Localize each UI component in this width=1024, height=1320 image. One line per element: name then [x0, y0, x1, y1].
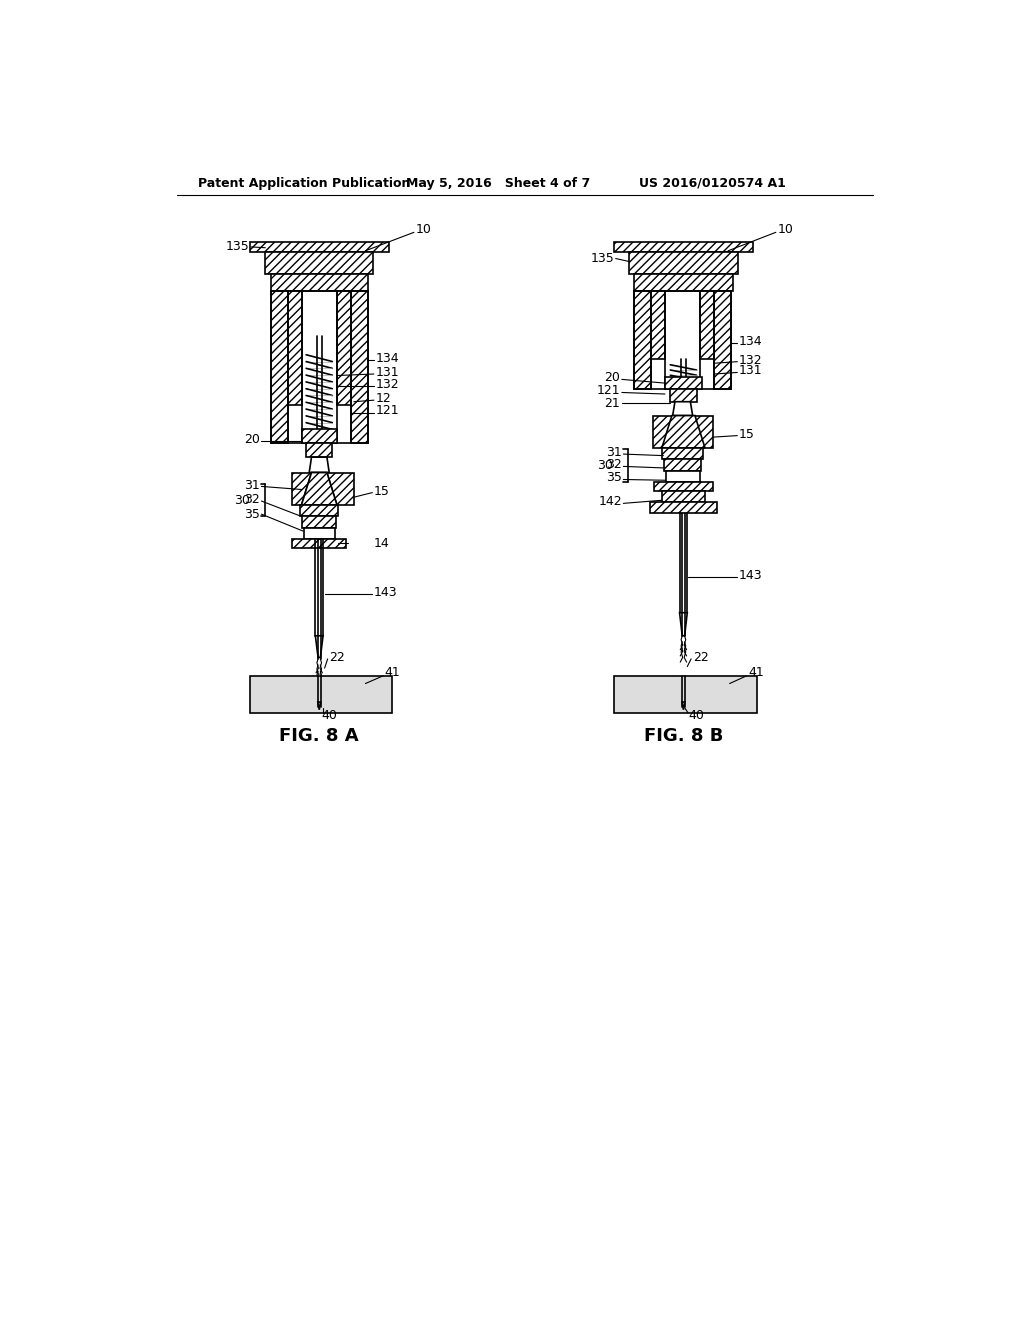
Bar	[351, 290, 368, 444]
Bar	[652, 416, 713, 447]
Text: 142: 142	[598, 495, 622, 508]
Text: 32: 32	[244, 492, 260, 506]
Text: 40: 40	[689, 709, 705, 722]
Polygon shape	[662, 416, 705, 447]
Text: 121: 121	[376, 404, 399, 417]
Text: 15: 15	[374, 484, 390, 498]
Bar	[270, 275, 368, 290]
Bar	[288, 290, 301, 405]
Bar	[265, 252, 373, 275]
Text: 31: 31	[244, 479, 260, 492]
Bar	[634, 290, 651, 389]
Bar	[292, 473, 354, 506]
Bar	[614, 676, 757, 713]
Text: 31: 31	[606, 446, 622, 459]
Text: 15: 15	[739, 428, 755, 441]
Bar	[634, 275, 733, 290]
Text: 143: 143	[374, 586, 397, 599]
Bar	[614, 242, 753, 252]
Bar	[651, 290, 665, 359]
Polygon shape	[315, 636, 323, 657]
Text: 14: 14	[374, 537, 389, 550]
Text: 10: 10	[777, 223, 794, 236]
Text: 132: 132	[376, 379, 399, 391]
Bar	[665, 459, 701, 471]
Text: 21: 21	[604, 397, 621, 409]
Bar	[650, 502, 717, 512]
Text: FIG. 8 B: FIG. 8 B	[644, 727, 723, 744]
Text: 41: 41	[749, 667, 764, 680]
Text: 134: 134	[376, 352, 399, 366]
Bar	[662, 447, 703, 459]
Text: 20: 20	[244, 433, 260, 446]
Bar	[301, 429, 337, 444]
Bar	[662, 491, 705, 502]
Bar	[700, 290, 714, 359]
Polygon shape	[301, 473, 337, 506]
Bar	[666, 471, 699, 482]
Bar	[304, 528, 335, 539]
Bar	[337, 290, 351, 405]
Text: 12: 12	[376, 392, 391, 405]
Bar	[654, 482, 713, 491]
Text: Patent Application Publication: Patent Application Publication	[199, 177, 411, 190]
Bar	[250, 242, 388, 252]
Bar	[665, 378, 701, 389]
Text: 132: 132	[739, 354, 763, 367]
Polygon shape	[317, 702, 321, 710]
Bar	[270, 290, 288, 444]
Bar	[714, 290, 731, 389]
Text: 22: 22	[330, 651, 345, 664]
Bar	[250, 676, 392, 713]
Text: 32: 32	[606, 458, 622, 471]
Text: May 5, 2016   Sheet 4 of 7: May 5, 2016 Sheet 4 of 7	[407, 177, 591, 190]
Text: 30: 30	[597, 459, 612, 473]
Text: 134: 134	[739, 335, 763, 348]
Bar	[302, 516, 336, 528]
Text: 121: 121	[597, 384, 621, 397]
Text: 35: 35	[244, 508, 260, 520]
Bar	[306, 444, 333, 457]
Polygon shape	[680, 612, 687, 636]
Text: 131: 131	[739, 364, 763, 378]
Text: US 2016/0120574 A1: US 2016/0120574 A1	[639, 177, 785, 190]
Text: 131: 131	[376, 366, 399, 379]
Text: 135: 135	[591, 252, 614, 265]
Text: 41: 41	[385, 667, 400, 680]
Polygon shape	[682, 702, 685, 710]
Polygon shape	[309, 457, 330, 473]
Bar	[670, 389, 697, 401]
Text: 10: 10	[416, 223, 431, 236]
Text: 30: 30	[234, 494, 250, 507]
Text: 35: 35	[606, 471, 622, 484]
Bar	[292, 539, 346, 548]
Polygon shape	[673, 401, 692, 416]
Polygon shape	[301, 473, 337, 506]
Text: 20: 20	[604, 371, 621, 384]
Text: FIG. 8 A: FIG. 8 A	[280, 727, 359, 744]
Bar	[300, 506, 339, 516]
Text: 143: 143	[739, 569, 763, 582]
Text: 40: 40	[322, 709, 337, 722]
Text: 135: 135	[226, 240, 250, 253]
Text: 22: 22	[692, 651, 709, 664]
Bar	[629, 252, 738, 275]
